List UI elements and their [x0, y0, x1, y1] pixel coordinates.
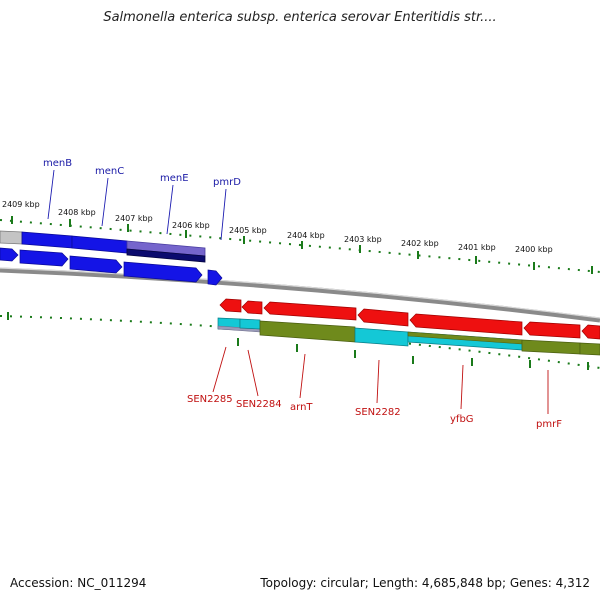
leader-line — [299, 353, 306, 399]
reverse-arrow[interactable] — [357, 308, 409, 327]
gene-block-menB[interactable] — [21, 231, 73, 249]
reverse-arrow[interactable] — [241, 300, 263, 315]
reverse-gene-track — [217, 317, 600, 356]
accession-label: Accession: NC_011294 — [10, 576, 147, 590]
reverse-arrow[interactable] — [219, 298, 242, 313]
kbp-label: 2402 kbp — [401, 239, 439, 248]
gene-label-yfbG[interactable]: yfbG — [450, 414, 474, 425]
leader-line — [47, 169, 55, 220]
reverse-arrow[interactable] — [263, 301, 357, 321]
reverse-arrow[interactable] — [523, 321, 581, 339]
top-gene-labels: menB menC menE pmrD — [43, 158, 241, 241]
gene-label-menE[interactable]: menE — [160, 173, 189, 184]
gene-block-pmrF-right[interactable] — [579, 342, 600, 356]
kbp-label: 2400 kbp — [515, 245, 553, 254]
kbp-label: 2405 kbp — [229, 226, 267, 235]
gene-label-arnT[interactable]: arnT — [290, 402, 313, 413]
leader-line — [101, 177, 109, 227]
gene-label-menC[interactable]: menC — [95, 166, 124, 177]
gene-block-pmrF[interactable] — [521, 339, 581, 355]
forward-arrow[interactable] — [207, 269, 223, 286]
gene-block-SEN2282[interactable] — [354, 327, 409, 347]
leader-line — [220, 188, 227, 241]
kbp-label: 2409 kbp — [2, 200, 40, 209]
leader-line — [460, 364, 464, 410]
leader-line — [376, 359, 380, 404]
forward-gene-track — [0, 230, 206, 263]
gene-label-SEN2285[interactable]: SEN2285 — [187, 394, 233, 405]
forward-arrow[interactable] — [19, 249, 69, 267]
kbp-labels: 2409 kbp 2408 kbp 2407 kbp 2406 kbp 2405… — [2, 200, 553, 254]
kbp-label: 2407 kbp — [115, 214, 153, 223]
gene-block-menC[interactable] — [71, 235, 128, 254]
major-ticks — [11, 216, 593, 274]
gene-block-SEN2284[interactable] — [239, 318, 261, 330]
backbone-highlight — [0, 267, 600, 319]
reverse-arrows — [219, 298, 600, 340]
gene-label-SEN2284[interactable]: SEN2284 — [236, 399, 282, 410]
gene-label-SEN2282[interactable]: SEN2282 — [355, 407, 401, 418]
reverse-arrow[interactable] — [409, 313, 523, 336]
reverse-arrow[interactable] — [581, 324, 600, 340]
forward-arrow[interactable] — [123, 261, 203, 283]
leader-line — [247, 349, 259, 397]
kbp-label: 2406 kbp — [172, 221, 210, 230]
genome-summary: Topology: circular; Length: 4,685,848 bp… — [260, 576, 590, 590]
gene-label-pmrF[interactable]: pmrF — [536, 419, 562, 430]
leader-line — [212, 346, 227, 393]
gene-label-menB[interactable]: menB — [43, 158, 72, 169]
forward-arrow[interactable] — [69, 255, 123, 274]
gene-block-arnT[interactable] — [259, 320, 356, 343]
lower-major-ticks — [7, 312, 589, 370]
forward-arrows — [0, 247, 223, 286]
kbp-label: 2403 kbp — [344, 235, 382, 244]
kbp-label: 2408 kbp — [58, 208, 96, 217]
gene-block-grey — [0, 230, 23, 245]
forward-arrow[interactable] — [0, 247, 19, 262]
kbp-label: 2401 kbp — [458, 243, 496, 252]
bottom-gene-labels: SEN2285 SEN2284 arnT SEN2282 yfbG pmrF — [187, 346, 562, 430]
kbp-label: 2404 kbp — [287, 231, 325, 240]
backbone-track — [0, 267, 600, 323]
gene-label-pmrD[interactable]: pmrD — [213, 177, 241, 188]
outer-tick-ring — [0, 219, 600, 273]
gene-block-menE-dark[interactable] — [126, 248, 206, 263]
map-title: Salmonella enterica subsp. enterica sero… — [103, 10, 497, 25]
leader-line — [166, 184, 174, 235]
